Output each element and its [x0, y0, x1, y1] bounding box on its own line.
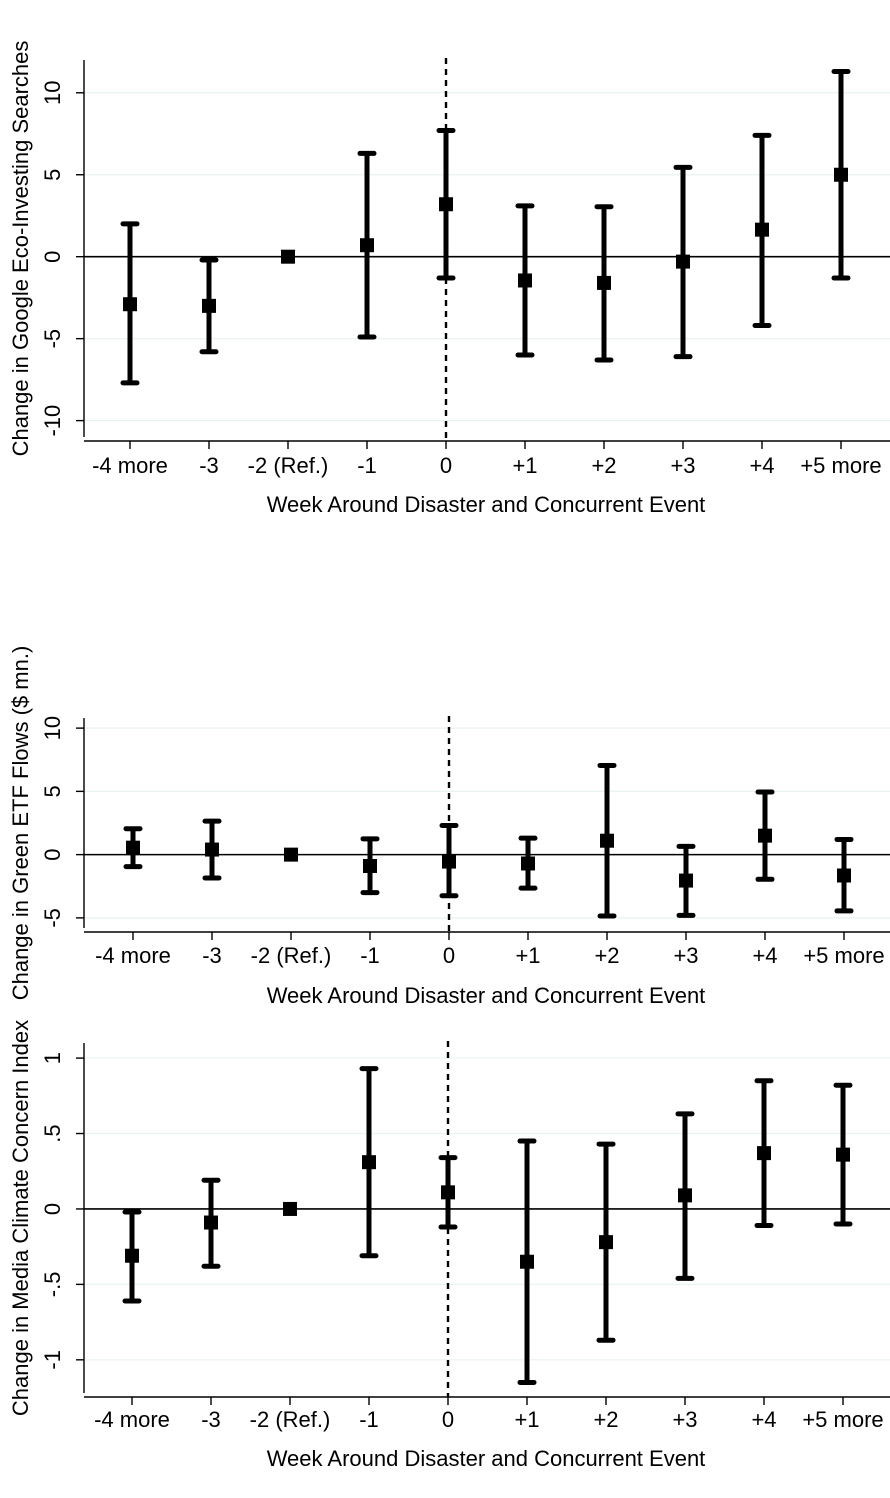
point-estimate: [125, 1248, 139, 1263]
point-estimate: [679, 873, 693, 888]
point-estimate: [676, 254, 690, 269]
y-tick-label: 5: [40, 785, 65, 797]
point-estimate: [599, 1235, 613, 1250]
y-tick-label: .5: [40, 1124, 65, 1142]
x-tick-label: -1: [360, 943, 380, 968]
point-estimate: [758, 828, 772, 843]
point-estimate: [363, 859, 377, 874]
y-tick-label: 1: [40, 1052, 65, 1064]
x-tick-label: +2: [594, 943, 619, 968]
point-estimate: [757, 1146, 771, 1161]
y-axis-title: Change in Google Eco-Investing Searches: [8, 41, 33, 457]
x-tick-label: -3: [199, 453, 219, 478]
point-estimate: [362, 1155, 376, 1170]
point-estimate: [755, 222, 769, 237]
point-estimate: [837, 868, 851, 883]
point-estimate: [123, 297, 137, 312]
point-estimate: [204, 1215, 218, 1230]
chart-panel-3: 1 .5 0 -.5 -1 -4 more -3 -2 (Ref.) -1 0 +1 +2 +3 +4 +5…: [8, 1020, 890, 1471]
point-estimate: [600, 833, 614, 848]
point-estimate: [597, 275, 611, 290]
y-tick-label: -5: [40, 908, 65, 928]
x-tick-label: +4: [751, 1407, 776, 1432]
y-tick-label: 0: [40, 1203, 65, 1215]
point-estimate: [521, 856, 535, 871]
x-tick-label: -4 more: [94, 1407, 170, 1432]
x-tick-label: +3: [673, 943, 698, 968]
x-tick-label: +2: [591, 453, 616, 478]
x-tick-label: +4: [749, 453, 774, 478]
x-tick-label: 0: [440, 453, 452, 478]
x-tick-label: -3: [202, 943, 222, 968]
point-estimate: [520, 1254, 534, 1269]
x-axis-title: Week Around Disaster and Concurrent Even…: [267, 492, 706, 517]
y-tick-label: -.5: [40, 1272, 65, 1298]
point-estimate: [202, 298, 216, 313]
x-tick-label: +1: [514, 1407, 539, 1432]
point-estimate: [442, 854, 456, 869]
y-tick-label: 10: [40, 81, 65, 105]
point-estimate: [283, 1201, 297, 1216]
x-tick-label: -4 more: [92, 453, 168, 478]
x-tick-label: +5 more: [802, 1407, 883, 1432]
point-estimate: [678, 1188, 692, 1203]
y-tick-label: -1: [40, 1350, 65, 1370]
y-tick-label: -5: [40, 329, 65, 349]
y-tick-label: 10: [40, 716, 65, 740]
x-axis-title: Week Around Disaster and Concurrent Even…: [267, 983, 706, 1008]
y-axis-title: Change in Media Climate Concern Index: [8, 1020, 33, 1416]
x-tick-label: +4: [752, 943, 777, 968]
x-tick-label: -2 (Ref.): [248, 453, 329, 478]
point-estimate: [441, 1185, 455, 1200]
chart-panel-2: 10 5 0 -5 -4 more -3 -2 (Ref.) -1 0 +1 +2 +3 +4 +5 mo…: [8, 646, 890, 1008]
point-estimate: [281, 249, 295, 264]
x-axis-title: Week Around Disaster and Concurrent Even…: [267, 1446, 706, 1471]
point-estimate: [284, 847, 298, 862]
x-tick-label: -1: [359, 1407, 379, 1432]
x-tick-label: +2: [593, 1407, 618, 1432]
y-tick-label: -10: [40, 405, 65, 437]
point-estimate: [360, 238, 374, 253]
point-estimate: [836, 1147, 850, 1162]
x-tick-label: 0: [443, 943, 455, 968]
y-tick-label: 0: [40, 251, 65, 263]
x-tick-label: 0: [442, 1407, 454, 1432]
x-tick-label: +5 more: [803, 943, 884, 968]
x-tick-label: -4 more: [95, 943, 171, 968]
x-tick-label: -3: [201, 1407, 221, 1432]
y-tick-label: 5: [40, 169, 65, 181]
point-estimate: [126, 840, 140, 855]
x-tick-label: -1: [357, 453, 377, 478]
point-estimate: [205, 842, 219, 857]
point-estimate: [518, 273, 532, 288]
x-tick-label: +5 more: [800, 453, 881, 478]
point-estimate: [834, 167, 848, 182]
y-tick-label: 0: [40, 849, 65, 861]
x-tick-label: -2 (Ref.): [251, 943, 332, 968]
x-tick-label: +1: [512, 453, 537, 478]
x-tick-label: +3: [672, 1407, 697, 1432]
point-estimate: [439, 197, 453, 212]
x-tick-label: -2 (Ref.): [250, 1407, 331, 1432]
y-axis-title: Change in Green ETF Flows ($ mn.): [8, 646, 33, 1001]
x-tick-label: +1: [515, 943, 540, 968]
x-tick-label: +3: [670, 453, 695, 478]
